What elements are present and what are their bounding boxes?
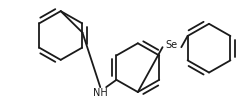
Text: NH: NH: [93, 88, 108, 98]
Text: Se: Se: [165, 40, 178, 50]
